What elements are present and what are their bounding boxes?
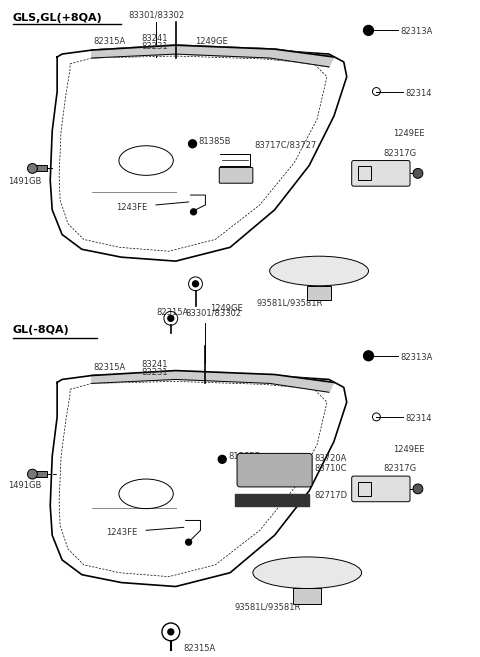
Text: 83301/83302: 83301/83302 [186, 308, 242, 317]
Text: 81385B: 81385B [228, 453, 261, 461]
Text: 82314: 82314 [405, 89, 432, 97]
Circle shape [413, 168, 423, 178]
FancyBboxPatch shape [219, 168, 253, 183]
Text: 82317G: 82317G [384, 464, 417, 473]
Circle shape [186, 539, 192, 545]
Text: 1491GB: 1491GB [8, 481, 41, 490]
Text: 83241: 83241 [141, 360, 168, 369]
Text: 82315A: 82315A [184, 644, 216, 652]
Text: 83241: 83241 [141, 34, 168, 43]
Text: 1243FE: 1243FE [107, 528, 138, 537]
Text: 83231: 83231 [141, 368, 168, 376]
Circle shape [191, 209, 196, 215]
Text: 83720A: 83720A [314, 455, 347, 463]
Bar [33, 471, 47, 477]
Circle shape [363, 351, 373, 361]
Text: 93581L/93581R: 93581L/93581R [235, 602, 301, 611]
Text: 82317G: 82317G [384, 148, 417, 158]
Text: 1249GE: 1249GE [195, 37, 228, 46]
Circle shape [413, 484, 423, 494]
Text: 1491GB: 1491GB [8, 177, 41, 187]
Ellipse shape [253, 557, 361, 589]
Text: 82315A: 82315A [94, 37, 126, 46]
Text: 82313A: 82313A [400, 28, 432, 36]
Bar [307, 286, 331, 300]
Circle shape [218, 455, 226, 463]
Circle shape [168, 629, 174, 635]
Text: 1249EE: 1249EE [393, 445, 425, 453]
Polygon shape [92, 45, 334, 67]
Text: 82313A: 82313A [400, 353, 432, 362]
Circle shape [27, 469, 37, 479]
Text: GL(-8QA): GL(-8QA) [12, 325, 70, 335]
Text: 1249GE: 1249GE [210, 304, 243, 313]
Text: 82717D: 82717D [314, 491, 347, 500]
Text: 82315A: 82315A [156, 308, 188, 317]
Circle shape [363, 26, 373, 35]
Text: 83301/83302: 83301/83302 [128, 11, 184, 20]
Bar [33, 166, 47, 171]
FancyBboxPatch shape [352, 160, 410, 186]
Text: 83231: 83231 [141, 42, 168, 51]
Text: 93581L/93581R: 93581L/93581R [256, 298, 323, 307]
Bar [358, 166, 372, 180]
FancyBboxPatch shape [237, 453, 312, 487]
Bar [293, 589, 321, 604]
Bar [358, 482, 372, 496]
Circle shape [192, 281, 199, 286]
Text: 82315A: 82315A [94, 363, 126, 372]
Circle shape [27, 164, 37, 173]
FancyBboxPatch shape [352, 476, 410, 502]
Text: 83710C: 83710C [314, 464, 347, 473]
Text: 81385B: 81385B [199, 137, 231, 146]
Circle shape [168, 315, 174, 321]
Polygon shape [92, 371, 334, 392]
Text: 83717C/83727: 83717C/83727 [255, 141, 317, 150]
Text: 82314: 82314 [405, 414, 432, 423]
Text: 1243FE: 1243FE [117, 203, 148, 212]
Text: 1249EE: 1249EE [393, 129, 425, 138]
Circle shape [189, 140, 196, 148]
Polygon shape [235, 494, 309, 506]
Text: GLS,GL(+8QA): GLS,GL(+8QA) [12, 12, 102, 22]
Ellipse shape [270, 256, 369, 286]
